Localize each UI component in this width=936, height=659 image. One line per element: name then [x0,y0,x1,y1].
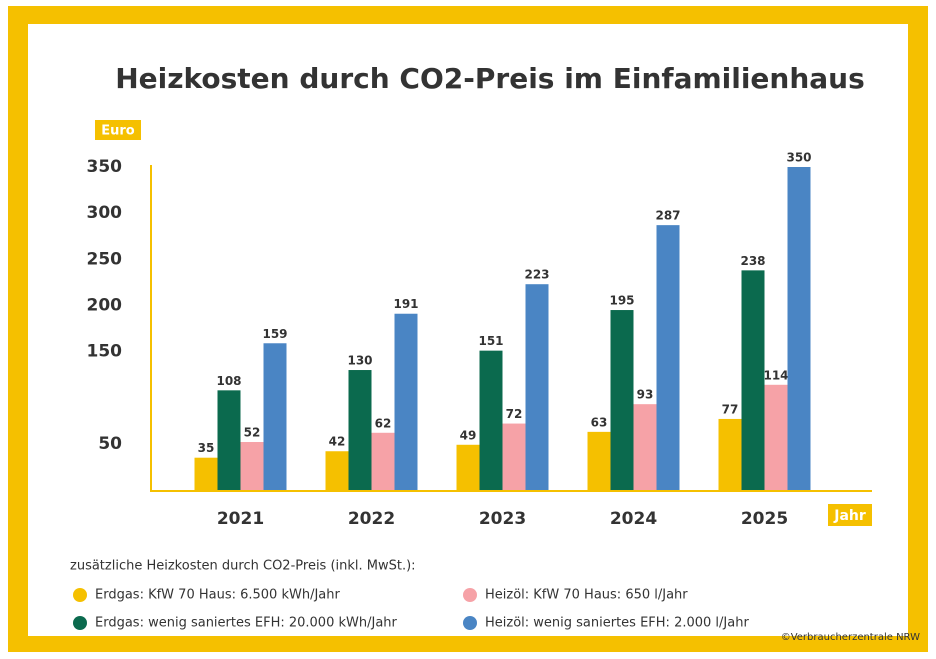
source: ©Verbraucherzentrale NRW [781,632,920,643]
legend-title: zusätzliche Heizkosten durch CO2-Preis (… [70,559,416,574]
bar [502,423,526,490]
value-label: 49 [460,428,477,442]
bar [741,270,765,490]
y-tick-label: 300 [87,203,123,223]
panel [28,24,908,636]
y-label-box [95,120,141,140]
bar [610,310,634,490]
value-label: 151 [478,334,503,348]
bar [263,343,287,490]
value-label: 114 [763,368,788,382]
bar [587,431,611,490]
x-tick-label: 2024 [610,509,657,529]
x-tick-label: 2025 [741,509,788,529]
legend-label: Heizöl: wenig saniertes EFH: 2.000 l/Jah… [485,616,749,631]
y-tick-label: 50 [98,434,122,454]
bar [764,384,788,490]
value-label: 63 [591,415,608,429]
x-label-box [828,504,872,526]
legend-swatch [73,616,87,630]
bar [240,442,264,490]
legend-swatch [463,616,477,630]
bar [479,350,503,490]
value-label: 72 [506,407,523,421]
value-label: 93 [637,388,654,402]
bar [456,444,480,490]
value-label: 223 [524,268,549,282]
value-label: 191 [393,297,418,311]
value-label: 52 [244,426,261,440]
legend-label: Heizöl: KfW 70 Haus: 650 l/Jahr [485,588,688,603]
bar [718,418,742,490]
value-label: 62 [375,416,392,430]
y-tick-label: 350 [87,157,123,177]
value-label: 108 [216,374,241,388]
bar [656,225,680,490]
legend-swatch [73,588,87,602]
legend-swatch [463,588,477,602]
bar [194,457,218,490]
bar [325,451,349,490]
bar [217,390,241,490]
x-tick-label: 2021 [217,509,264,529]
x-tick-label: 2023 [479,509,526,529]
legend-label: Erdgas: KfW 70 Haus: 6.500 kWh/Jahr [95,588,341,603]
y-tick-label: 150 [87,342,123,362]
value-label: 238 [740,254,765,268]
x-tick-label: 2022 [348,509,395,529]
bar [525,284,549,490]
y-tick-label: 250 [87,249,123,269]
value-label: 287 [655,209,680,223]
value-label: 159 [262,327,287,341]
value-label: 42 [329,435,346,449]
y-tick-label: 200 [87,295,123,315]
bar [394,313,418,490]
value-label: 35 [198,441,215,455]
bar [348,370,372,490]
value-label: 195 [609,294,634,308]
chart-title: Heizkosten durch CO2-Preis im Einfamilie… [115,62,865,95]
bar [787,167,811,490]
bar [371,432,395,490]
value-label: 130 [347,354,372,368]
x-axis-label: Jahr [833,508,866,524]
bar [633,404,657,490]
value-label: 350 [786,151,811,165]
y-axis-label: Euro [101,124,135,139]
legend-label: Erdgas: wenig saniertes EFH: 20.000 kWh/… [95,616,398,631]
value-label: 77 [722,402,739,416]
